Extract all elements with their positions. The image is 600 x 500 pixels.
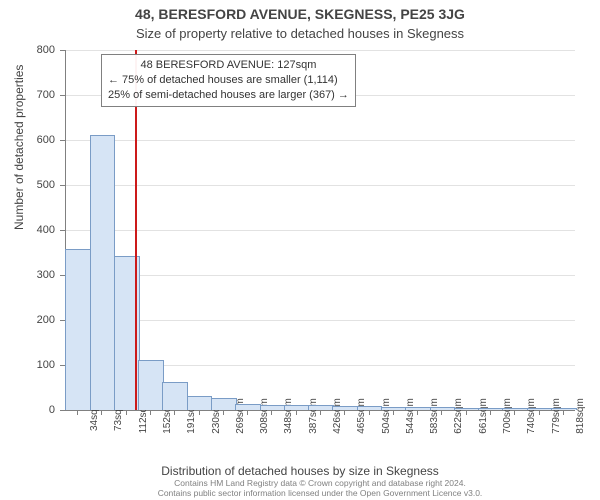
y-tick-label: 100 [37, 359, 55, 371]
gridline [65, 50, 575, 51]
histogram-bar [65, 249, 91, 410]
attribution-text: Contains HM Land Registry data © Crown c… [65, 478, 575, 498]
y-tick-label: 800 [37, 44, 55, 56]
y-tick-label: 300 [37, 269, 55, 281]
y-tick-label: 200 [37, 314, 55, 326]
x-tick-label: 465sqm [344, 398, 367, 434]
gridline [65, 275, 575, 276]
annotation-box: 48 BERESFORD AVENUE: 127sqm← 75% of deta… [101, 54, 356, 107]
y-tick-label: 700 [37, 89, 55, 101]
x-tick-label: 622sqm [441, 398, 464, 434]
y-tick-label: 0 [49, 404, 55, 416]
gridline [65, 185, 575, 186]
x-tick-label: 661sqm [466, 398, 489, 434]
gridline [65, 140, 575, 141]
y-tick-label: 600 [37, 134, 55, 146]
chart-subtitle: Size of property relative to detached ho… [0, 26, 600, 41]
y-axis-label: Number of detached properties [12, 65, 26, 230]
histogram-bar [90, 135, 116, 411]
x-tick-label: 504sqm [369, 398, 392, 434]
x-tick-label: 348sqm [271, 398, 294, 434]
gridline [65, 320, 575, 321]
annotation-line: 48 BERESFORD AVENUE: 127sqm [108, 58, 349, 73]
y-tick [60, 410, 65, 411]
x-tick-label: 740sqm [514, 398, 537, 434]
x-tick-label: 779sqm [539, 398, 562, 434]
chart-main-title: 48, BERESFORD AVENUE, SKEGNESS, PE25 3JG [0, 6, 600, 22]
chart-plot-area: 010020030040050060070080034sqm73sqm112sq… [65, 50, 575, 410]
x-tick-label: 818sqm [563, 398, 586, 434]
attribution-line-2: Contains public sector information licen… [65, 488, 575, 498]
x-tick-label: 544sqm [393, 398, 416, 434]
annotation-line: ← 75% of detached houses are smaller (1,… [108, 73, 349, 88]
annotation-line: 25% of semi-detached houses are larger (… [108, 88, 349, 103]
y-tick-label: 400 [37, 224, 55, 236]
attribution-line-1: Contains HM Land Registry data © Crown c… [65, 478, 575, 488]
x-tick-label: 426sqm [320, 398, 343, 434]
x-tick-label: 387sqm [296, 398, 319, 434]
y-tick-label: 500 [37, 179, 55, 191]
gridline [65, 230, 575, 231]
x-axis-label: Distribution of detached houses by size … [0, 464, 600, 478]
x-tick-label: 583sqm [417, 398, 440, 434]
x-tick-label: 700sqm [490, 398, 513, 434]
